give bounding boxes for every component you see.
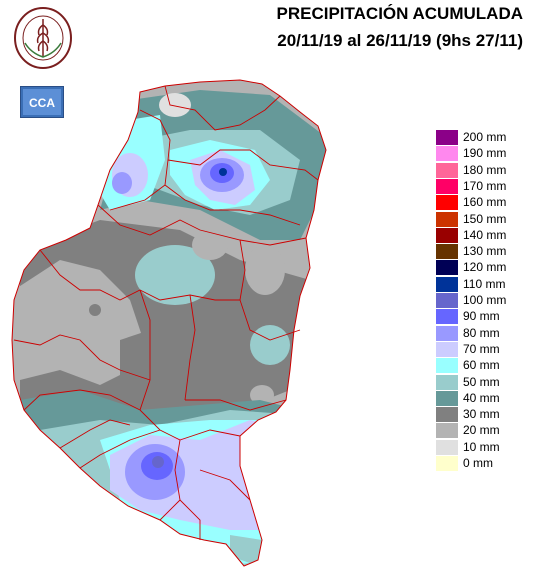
legend-label: 200 mm <box>463 130 507 144</box>
legend-swatch <box>436 130 458 145</box>
legend-label: 160 mm <box>463 195 507 210</box>
legend-item: 140 mm <box>436 227 533 244</box>
legend-item: 60 mm <box>436 358 533 374</box>
map-title: PRECIPITACIÓN ACUMULADA <box>276 4 524 23</box>
legend-swatch <box>436 309 458 325</box>
cca-logo: CCA <box>20 86 64 118</box>
legend-swatch <box>436 227 458 243</box>
legend-item: 30 mm <box>436 407 533 423</box>
legend-label: 140 mm <box>463 227 507 242</box>
legend-swatch <box>436 456 458 471</box>
legend-label: 150 mm <box>463 211 507 226</box>
legend-swatch <box>436 260 458 276</box>
legend-label: 30 mm <box>463 407 500 422</box>
department-borders <box>13 85 319 540</box>
legend-item: 200 mm <box>436 130 533 146</box>
legend-swatch <box>436 195 458 211</box>
legend-item: 110 mm <box>436 276 533 293</box>
legend-item: 120 mm <box>436 260 533 276</box>
legend-swatch <box>436 390 458 406</box>
legend-swatch <box>436 325 458 341</box>
legend-label: 0 mm <box>463 456 493 470</box>
legend-label: 80 mm <box>463 325 500 340</box>
legend-label: 130 mm <box>463 244 507 259</box>
legend-item: 170 mm <box>436 178 533 195</box>
legend-item: 0 mm <box>436 456 533 472</box>
legend-label: 40 mm <box>463 390 500 405</box>
legend-swatch <box>436 423 458 439</box>
bolsa-cereales-logo <box>14 7 72 69</box>
legend-item: 70 mm <box>436 341 533 358</box>
legend-label: 60 mm <box>463 358 500 373</box>
legend-item: 100 mm <box>436 293 533 309</box>
legend-swatch <box>436 439 458 455</box>
svg-text:CCA: CCA <box>29 96 55 110</box>
legend-swatch <box>436 341 458 357</box>
legend-label: 170 mm <box>463 178 507 193</box>
legend-label: 110 mm <box>463 276 506 291</box>
legend-label: 100 mm <box>463 293 507 307</box>
legend-swatch <box>436 162 458 178</box>
legend-label: 50 mm <box>463 374 500 389</box>
legend-label: 180 mm <box>463 162 507 177</box>
precipitation-fill <box>12 80 326 566</box>
legend-item: 80 mm <box>436 325 533 342</box>
legend-label: 190 mm <box>463 146 507 161</box>
legend-swatch <box>436 358 458 374</box>
legend-swatch <box>436 407 458 423</box>
legend-item: 10 mm <box>436 439 533 456</box>
legend-swatch <box>436 146 458 162</box>
legend-swatch <box>436 211 458 227</box>
legend-label: 10 mm <box>463 439 500 454</box>
legend-item: 150 mm <box>436 211 533 228</box>
legend-label: 70 mm <box>463 341 500 356</box>
legend-swatch <box>436 276 458 292</box>
legend-item: 180 mm <box>436 162 533 179</box>
legend-swatch <box>436 293 458 308</box>
legend-item: 160 mm <box>436 195 533 211</box>
legend-item: 130 mm <box>436 244 533 260</box>
map-date-range: 20/11/19 al 26/11/19 (9hs 27/11) <box>277 31 523 50</box>
legend-label: 20 mm <box>463 423 500 438</box>
legend-label: 90 mm <box>463 309 500 324</box>
legend-swatch <box>436 244 458 260</box>
legend-swatch <box>436 178 458 194</box>
legend-item: 40 mm <box>436 390 533 407</box>
legend-item: 50 mm <box>436 374 533 391</box>
legend-item: 90 mm <box>436 309 533 325</box>
legend-item: 20 mm <box>436 423 533 439</box>
legend-label: 120 mm <box>463 260 507 275</box>
legend-swatch <box>436 374 458 390</box>
legend-item: 190 mm <box>436 146 533 162</box>
